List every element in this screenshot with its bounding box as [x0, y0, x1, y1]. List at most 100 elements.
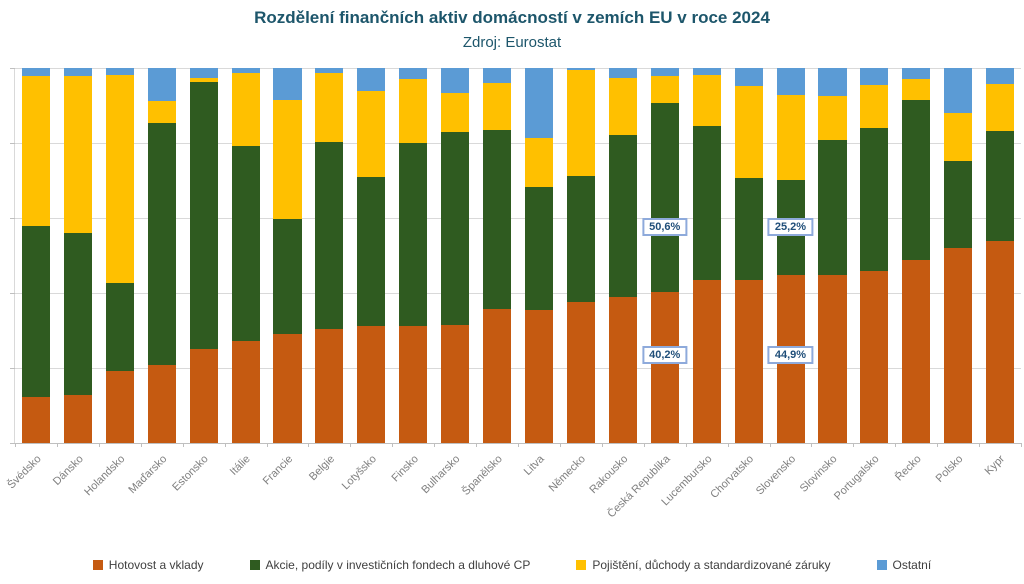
bar-segment	[315, 73, 344, 142]
bar-segment	[776, 95, 805, 181]
stacked-bar-9	[357, 68, 386, 443]
bar-segment	[231, 72, 260, 146]
legend-item: Ostatní	[876, 558, 932, 572]
legend-swatch-icon	[876, 560, 887, 570]
legend-swatch-icon	[92, 560, 103, 570]
category-slot	[686, 68, 728, 443]
chart-title: Rozdělení finančních aktiv domácností v …	[254, 8, 770, 27]
bar-segment	[21, 68, 50, 76]
category-slot	[602, 68, 644, 443]
bar-segment	[105, 74, 134, 283]
x-axis-tick	[643, 443, 645, 447]
y-axis-tick	[10, 218, 15, 219]
bar-segment	[105, 68, 134, 75]
category-slot	[812, 68, 854, 443]
bar-segment	[818, 96, 847, 140]
category-slot	[979, 68, 1021, 443]
x-axis-tick	[769, 443, 771, 447]
bar-segment	[734, 279, 763, 443]
stacked-bar-23	[944, 68, 973, 443]
x-axis-label: Belgie	[306, 453, 337, 484]
bar-segment	[231, 341, 260, 443]
stacked-bar-8	[315, 68, 344, 443]
x-axis-label: Švédsko	[5, 453, 44, 492]
stacked-bar-11	[441, 68, 470, 443]
y-axis-tick	[10, 443, 15, 444]
legend-item: Akcie, podíly v investičních fondech a d…	[249, 558, 530, 572]
bar-segment	[986, 131, 1015, 242]
bar-segment	[315, 141, 344, 329]
bar-segment	[357, 177, 386, 327]
bar-segment	[399, 143, 428, 327]
bar-segment	[692, 68, 721, 76]
bar-segment	[483, 82, 512, 130]
x-axis-label: Španělsko	[459, 453, 505, 498]
bar-segment	[147, 364, 176, 443]
bar-segment	[483, 129, 512, 310]
category-slot	[728, 68, 770, 443]
x-axis-label: Kypr	[983, 453, 1008, 478]
stacked-bar-24	[986, 68, 1015, 443]
x-axis-label: Francie	[260, 453, 295, 488]
bar-segment	[231, 145, 260, 342]
legend-item: Hotovost a vklady	[92, 558, 204, 572]
bar-segment	[399, 68, 428, 79]
bar-segment	[63, 68, 92, 77]
category-slot	[518, 68, 560, 443]
bar-segment	[441, 324, 470, 443]
x-axis-tick	[937, 443, 939, 447]
category-slot	[392, 68, 434, 443]
bar-segment	[986, 68, 1015, 85]
category-slot	[267, 68, 309, 443]
bar-segment	[441, 93, 470, 133]
x-axis-label: Německo	[547, 453, 589, 495]
bar-segment	[860, 128, 889, 272]
bar-segment	[944, 68, 973, 114]
stacked-bar-15	[608, 68, 637, 443]
bar-segment	[776, 68, 805, 96]
x-axis-label: Dánsko	[50, 453, 86, 488]
x-axis-label: Holandsko	[82, 453, 128, 499]
stacked-bar-2	[63, 68, 92, 443]
bar-segment	[734, 177, 763, 280]
bar-segment	[21, 75, 50, 226]
category-slot	[57, 68, 99, 443]
bar-segment	[524, 68, 554, 138]
bar-segment	[273, 218, 302, 334]
bar-segment	[608, 78, 637, 135]
legend-item: Pojištění, důchody a standardizované zár…	[576, 558, 831, 572]
bar-segment	[483, 68, 512, 83]
bar-segment	[63, 394, 92, 443]
x-axis-tick	[811, 443, 813, 447]
legend-label: Pojištění, důchody a standardizované zár…	[592, 558, 831, 572]
bar-segment	[608, 134, 637, 298]
x-axis-tick	[559, 443, 561, 447]
data-label-callout: 50,6%	[642, 218, 688, 236]
bars-container	[15, 68, 1021, 443]
gridline-80pct	[15, 143, 1021, 144]
data-label-callout: 40,2%	[642, 345, 688, 364]
bar-segment	[692, 125, 721, 281]
x-axis-tick	[308, 443, 310, 447]
category-slot	[225, 68, 267, 443]
plot-area: 50,6% 40,2% 25,2% 44,9%	[10, 68, 1022, 447]
x-axis-tick	[350, 443, 352, 447]
legend-label: Ostatní	[892, 558, 932, 572]
bar-segment	[734, 68, 763, 87]
stacked-bar-14	[566, 68, 595, 443]
x-axis-label: Slovensko	[753, 453, 798, 498]
bar-segment	[650, 75, 679, 103]
x-axis-tick	[1021, 443, 1022, 447]
bar-segment	[105, 282, 134, 372]
bar-segment	[860, 68, 889, 85]
y-axis-tick	[10, 143, 15, 144]
bar-segment	[147, 68, 176, 101]
stacked-bar-20	[818, 68, 847, 443]
data-label-callout: 25,2%	[767, 218, 814, 236]
bar-segment	[105, 371, 134, 443]
category-slot	[644, 68, 686, 443]
stacked-bar-3	[105, 68, 134, 443]
gridline-40pct	[15, 293, 1021, 294]
category-slot	[350, 68, 392, 443]
